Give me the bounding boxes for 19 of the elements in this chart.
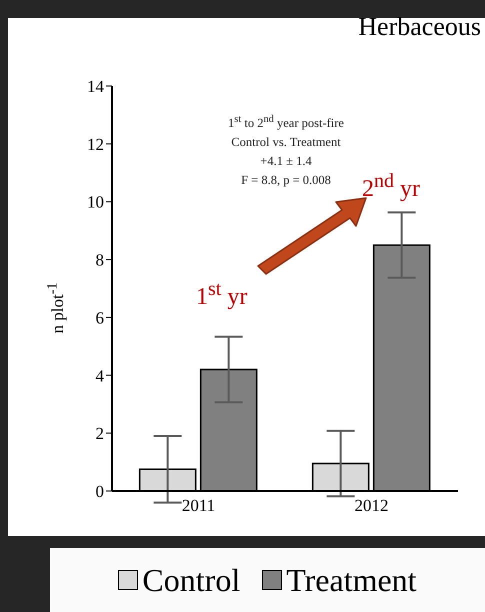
y-tick-label: 6 [96, 308, 104, 328]
y-tick-label: 4 [96, 366, 104, 386]
legend-label: Control [142, 562, 240, 598]
y-tick-label: 2 [96, 424, 104, 444]
annotation: 2$^{nd}$ yr [362, 170, 420, 202]
x-tick-label: 2012 [354, 496, 388, 516]
y-tick-label: 10 [87, 192, 104, 212]
legend-label: Treatment [286, 562, 417, 598]
y-tick-label: 12 [87, 134, 104, 154]
annotation: 1$^{st}$ to 2$^{nd}$ year post-fire [228, 114, 344, 130]
x-tick-label: 2011 [182, 496, 216, 516]
y-tick-label: 0 [96, 482, 104, 502]
y-tick-label: 8 [96, 250, 104, 270]
annotation: Control vs. Treatment [231, 135, 341, 150]
annotation: F = 8.8, p = 0.008 [241, 173, 331, 188]
chart-title: Herbaceous [358, 12, 481, 41]
annotation: +4.1 ± 1.4 [260, 154, 312, 168]
y-tick-label: 14 [87, 77, 104, 96]
annotation: 1$^{st}$ yr [196, 278, 248, 310]
